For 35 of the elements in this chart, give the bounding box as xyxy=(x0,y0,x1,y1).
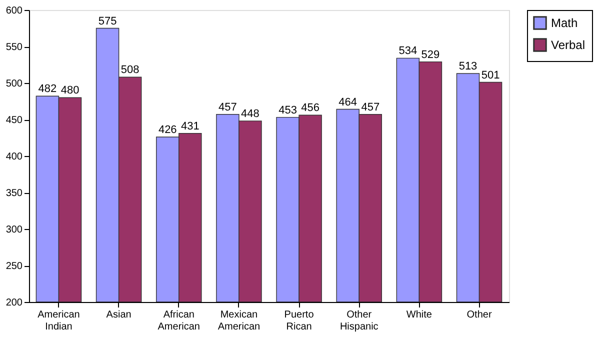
y-tick-label: 450 xyxy=(6,115,23,126)
x-tick-label: Puerto Rican xyxy=(284,310,314,332)
y-tick-label: 400 xyxy=(6,152,23,162)
data-label: 426 xyxy=(158,124,177,136)
x-tick-label: Other Hispanic xyxy=(340,310,378,332)
data-label: 529 xyxy=(421,48,440,61)
x-tick-label: American Indian xyxy=(38,310,80,332)
legend-label: Verbal xyxy=(551,38,586,52)
x-tick-label: Asian xyxy=(106,310,132,320)
y-tick-label: 550 xyxy=(6,42,23,53)
data-label: 457 xyxy=(218,101,237,114)
y-tick-label: 300 xyxy=(6,224,23,236)
y-tick-label: 200 xyxy=(6,298,23,308)
data-label: 534 xyxy=(398,45,418,58)
data-label: 480 xyxy=(60,84,80,97)
y-tick-label: 350 xyxy=(6,188,23,199)
x-tick-label: Mexican American xyxy=(218,310,260,332)
y-tick-label: 600 xyxy=(6,6,23,16)
data-label: 431 xyxy=(180,120,200,132)
data-label: 575 xyxy=(98,15,117,28)
data-label: 501 xyxy=(481,69,500,82)
data-label: 456 xyxy=(301,102,320,114)
data-label: 453 xyxy=(278,104,297,116)
x-tick-label: Other xyxy=(466,310,492,320)
data-label: 464 xyxy=(338,96,358,108)
y-tick-label: 250 xyxy=(6,261,23,272)
data-label: 482 xyxy=(38,83,57,96)
y-tick-label: 500 xyxy=(6,78,23,90)
data-label: 457 xyxy=(361,101,380,114)
x-tick-label: White xyxy=(406,310,432,320)
x-tick-label: African American xyxy=(158,310,200,332)
data-label: 513 xyxy=(458,60,478,73)
legend-label: Math xyxy=(551,16,578,30)
data-label: 448 xyxy=(241,108,260,120)
data-label: 508 xyxy=(120,64,140,76)
